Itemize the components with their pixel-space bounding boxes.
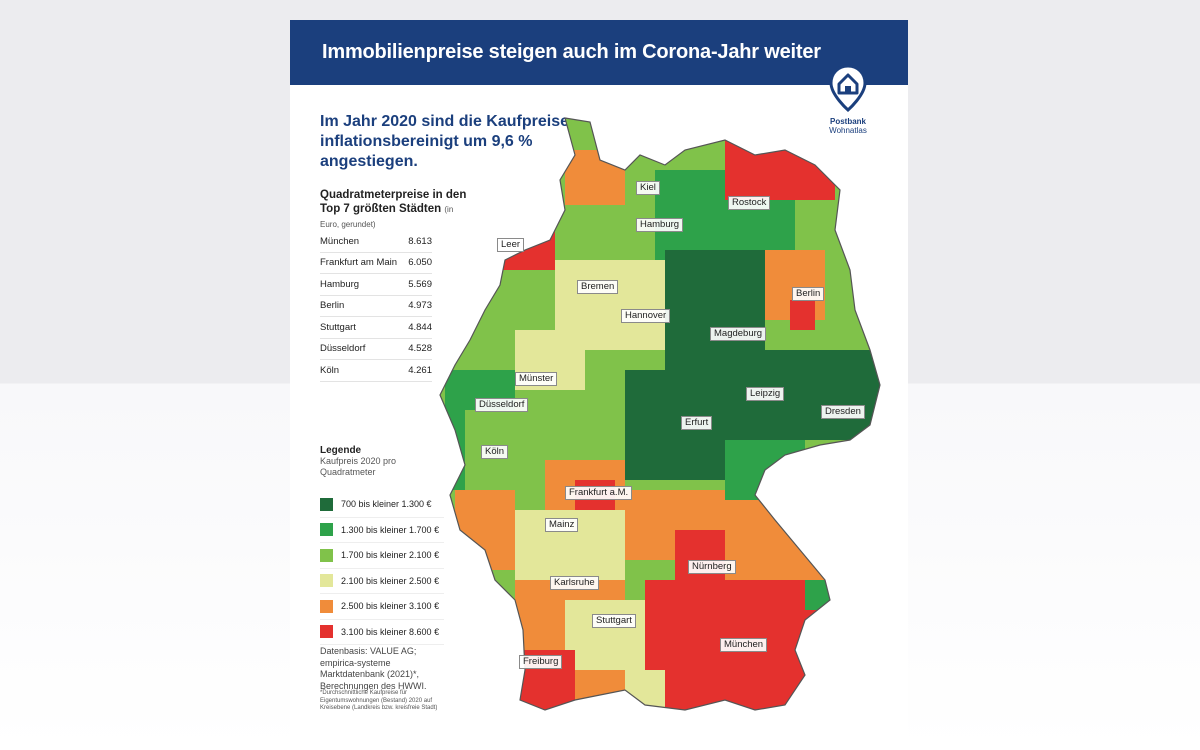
ranking-city: Düsseldorf xyxy=(320,343,366,355)
legend-item: 1.300 bis kleiner 1.700 € xyxy=(320,518,444,543)
banner-title: Immobilienpreise steigen auch im Corona-… xyxy=(322,41,821,63)
legend-swatch xyxy=(320,625,333,639)
legend-item: 2.100 bis kleiner 2.500 € xyxy=(320,569,444,594)
legend-swatch xyxy=(320,497,333,511)
ranking-row: Frankfurt am Main 6.050 xyxy=(320,253,432,274)
ranking-value: 4.844 xyxy=(408,321,432,333)
legend: Legende Kaufpreis 2020 pro Quadratmeter … xyxy=(320,445,460,645)
city-label: Berlin xyxy=(792,287,825,301)
ranking-value: 5.569 xyxy=(408,278,432,290)
city-label: Düsseldorf xyxy=(475,398,529,412)
legend-title: Legende xyxy=(320,445,362,456)
ranking-value: 6.050 xyxy=(408,257,432,269)
footnote: *Durchschnittliche Kaufpreise für Eigent… xyxy=(320,690,438,711)
legend-item: 1.700 bis kleiner 2.100 € xyxy=(320,543,444,569)
legend-swatch xyxy=(320,599,333,613)
ranking-title-text: Quadratmeterpreise in den Top 7 größten … xyxy=(320,189,467,215)
data-source: Datenbasis: VALUE AG; empirica-systeme M… xyxy=(320,646,427,691)
legend-item: 2.500 bis kleiner 3.100 € xyxy=(320,594,444,620)
city-label: Karlsruhe xyxy=(550,576,599,590)
city-label: Rostock xyxy=(728,196,771,210)
city-label: Hamburg xyxy=(636,218,684,232)
legend-subtitle: Kaufpreis 2020 pro Quadratmeter xyxy=(320,456,397,477)
banner: Immobilienpreise steigen auch im Corona-… xyxy=(290,20,908,85)
ranking-city: Berlin xyxy=(320,300,345,312)
legend-label: 2.100 bis kleiner 2.500 € xyxy=(341,575,440,586)
ranking-city: München xyxy=(320,235,360,247)
city-label: Dresden xyxy=(821,405,865,419)
city-label: Leer xyxy=(497,238,525,252)
ranking-city: Köln xyxy=(320,364,340,376)
logo-brand: Postbank xyxy=(829,117,866,126)
city-label: Freiburg xyxy=(519,655,563,669)
ranking-title: Quadratmeterpreise in den Top 7 größten … xyxy=(320,188,470,232)
city-label: Mainz xyxy=(545,518,579,532)
ranking-table: München 8.613 Frankfurt am Main 6.050 Hambur… xyxy=(320,231,432,382)
city-label: Köln xyxy=(481,445,509,459)
ranking-city: Hamburg xyxy=(320,278,360,290)
ranking-value: 4.261 xyxy=(408,364,432,376)
legend-swatch xyxy=(320,548,333,562)
city-label: Bremen xyxy=(577,280,619,294)
city-label: München xyxy=(720,638,768,652)
city-label: Magdeburg xyxy=(710,327,767,341)
legend-label: 3.100 bis kleiner 8.600 € xyxy=(341,626,440,637)
legend-swatch xyxy=(320,523,333,537)
ranking-unit: (in Euro, gerundet) xyxy=(320,205,454,229)
ranking-value: 4.528 xyxy=(408,343,432,355)
ranking-city: Frankfurt am Main xyxy=(320,257,398,269)
germany-map xyxy=(439,117,881,711)
city-label: Frankfurt a.M. xyxy=(565,486,633,500)
legend-label: 2.500 bis kleiner 3.100 € xyxy=(341,601,440,612)
ranking-row: Köln 4.261 xyxy=(320,360,432,382)
headline: Im Jahr 2020 sind die Kaufpreise inflati… xyxy=(320,113,569,170)
ranking-row: Hamburg 5.569 xyxy=(320,274,432,296)
ranking-row: Düsseldorf 4.528 xyxy=(320,339,432,360)
city-label: Münster xyxy=(515,372,558,386)
postbank-logo: Postbank Wohnatlas xyxy=(818,64,878,144)
ranking-city: Stuttgart xyxy=(320,321,356,333)
ranking-value: 8.613 xyxy=(408,235,432,247)
legend-item: 700 bis kleiner 1.300 € xyxy=(320,492,444,518)
legend-label: 1.300 bis kleiner 1.700 € xyxy=(341,524,440,535)
ranking-value: 4.973 xyxy=(408,300,432,312)
legend-label: 700 bis kleiner 1.300 € xyxy=(341,499,432,510)
city-label: Erfurt xyxy=(681,416,713,430)
city-label: Leipzig xyxy=(746,387,785,401)
legend-swatch xyxy=(320,574,333,588)
city-label: Kiel xyxy=(636,181,660,195)
city-label: Hannover xyxy=(621,309,671,323)
ranking-row: Stuttgart 4.844 xyxy=(320,317,432,339)
house-pin-icon xyxy=(829,64,867,113)
city-label: Nürnberg xyxy=(688,560,736,574)
legend-label: 1.700 bis kleiner 2.100 € xyxy=(341,550,440,561)
legend-item: 3.100 bis kleiner 8.600 € xyxy=(320,620,444,645)
ranking-row: Berlin 4.973 xyxy=(320,296,432,317)
city-label: Stuttgart xyxy=(592,614,636,628)
ranking-row: München 8.613 xyxy=(320,231,432,253)
logo-sub: Wohnatlas xyxy=(829,126,867,135)
